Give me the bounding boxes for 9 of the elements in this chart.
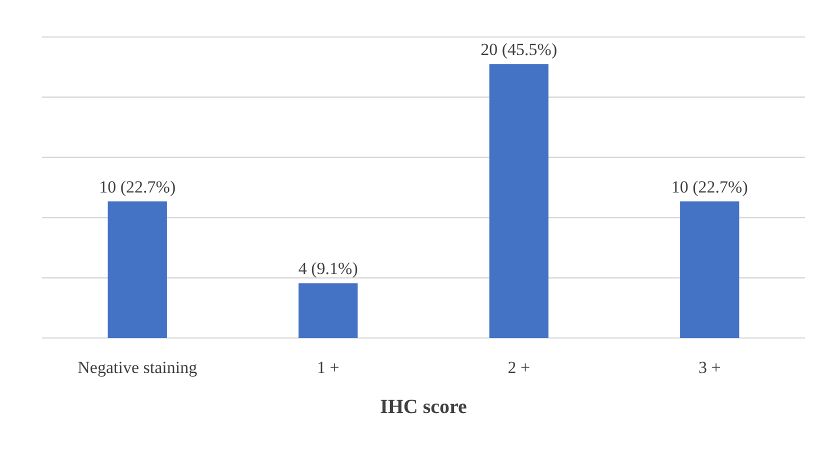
x-axis-title: IHC score: [380, 396, 468, 418]
data-label: 10 (22.7%): [99, 177, 176, 196]
data-label: 4 (9.1%): [298, 259, 358, 278]
x-tick-label: 3 +: [698, 358, 721, 377]
x-tick-label: 2 +: [508, 358, 530, 377]
data-label: 20 (45.5%): [480, 40, 558, 60]
data-label: 10 (22.7%): [671, 177, 748, 196]
x-tick-label: 1 +: [316, 358, 340, 377]
x-tick-label: Negative staining: [78, 358, 198, 377]
